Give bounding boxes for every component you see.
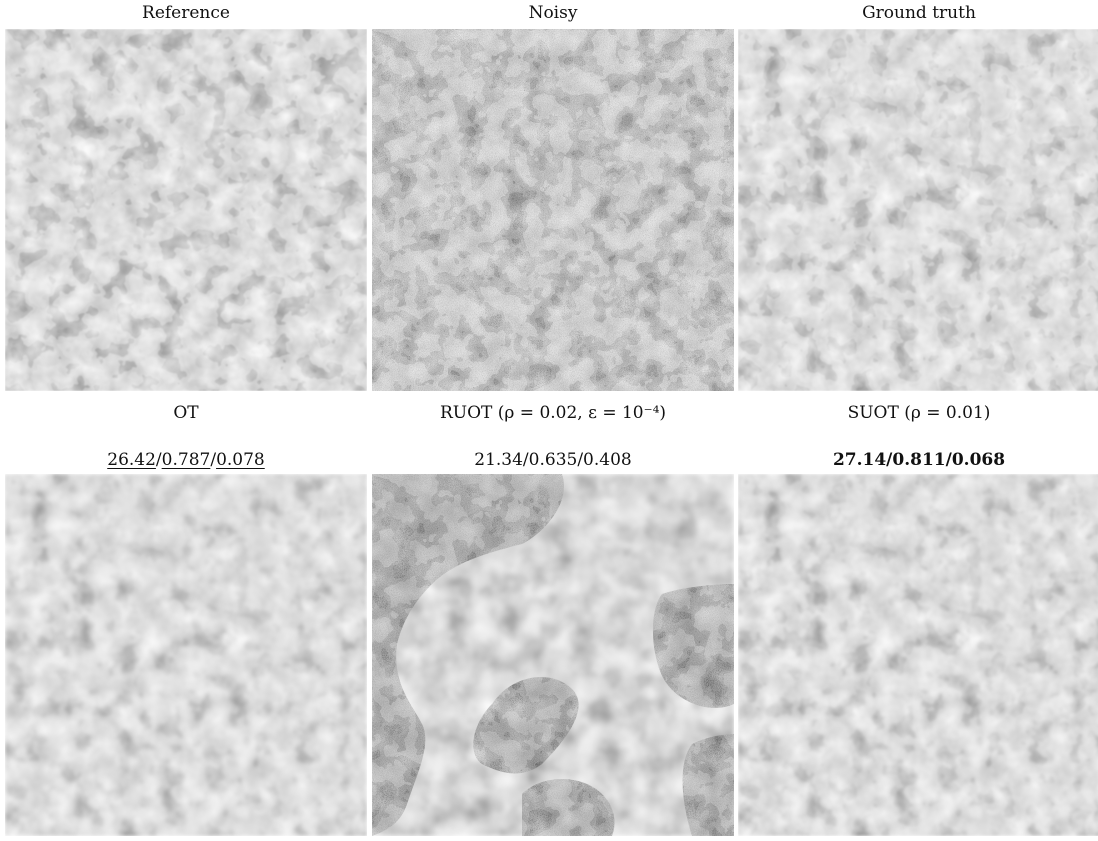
panel-title-ground-truth: Ground truth	[862, 3, 976, 23]
panel-title-ruot: RUOT (ρ = 0.02, ε = 10⁻⁴)	[439, 403, 667, 423]
metrics-suot: 27.14/0.811/0.068	[832, 450, 1006, 470]
metric-separator: /	[155, 450, 162, 470]
panel-title-reference: Reference	[142, 3, 230, 23]
noisy-image	[372, 29, 734, 391]
panel-ruot: RUOT (ρ = 0.02, ε = 10⁻⁴) 21.34/0.635/0.…	[372, 400, 734, 836]
suot-result-image	[738, 474, 1098, 836]
metric-ssim: 0.787	[161, 450, 211, 470]
ot-result-image	[5, 474, 367, 836]
panel-title-noisy: Noisy	[528, 3, 578, 23]
ground-truth-image	[738, 29, 1098, 391]
metric-error: 0.078	[216, 450, 265, 470]
metric-psnr: 26.42	[107, 450, 156, 470]
panel-ground-truth: Ground truth	[738, 0, 1098, 391]
reference-image	[5, 29, 367, 391]
metric-separator: /	[210, 450, 217, 470]
panel-title-ot: OT	[173, 403, 199, 423]
panel-suot: SUOT (ρ = 0.01) 27.14/0.811/0.068	[738, 400, 1098, 836]
panel-noisy: Noisy	[372, 0, 734, 391]
ruot-result-image	[372, 474, 734, 836]
panel-ot: OT 26.42/0.787/0.078	[5, 400, 367, 836]
panel-title-suot: SUOT (ρ = 0.01)	[847, 403, 991, 423]
panel-reference: Reference	[5, 0, 367, 391]
metrics-ruot: 21.34/0.635/0.408	[474, 450, 632, 470]
metrics-ot: 26.42/0.787/0.078	[5, 448, 367, 472]
